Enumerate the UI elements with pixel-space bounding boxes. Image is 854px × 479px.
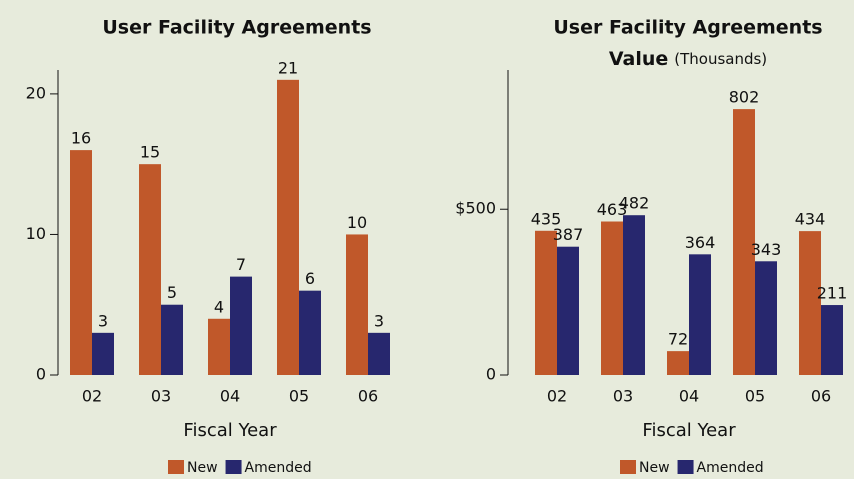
value-label: 3 <box>98 311 108 330</box>
value-label: 364 <box>685 233 716 252</box>
x-tick-label: 02 <box>547 387 567 406</box>
value-label: 5 <box>167 283 177 302</box>
bar <box>733 109 755 375</box>
x-tick-label: 04 <box>679 387 699 406</box>
legend-label: New <box>187 460 218 476</box>
bar <box>70 150 92 375</box>
value-label: 482 <box>619 194 650 213</box>
chart-title: User Facility Agreements <box>102 17 371 39</box>
value-label: 72 <box>668 330 688 349</box>
legend-label: New <box>639 460 670 476</box>
bar <box>346 234 368 375</box>
x-tick-label: 06 <box>358 387 378 406</box>
x-axis-label: Fiscal Year <box>183 420 277 441</box>
bar <box>277 79 299 375</box>
y-tick-label: 0 <box>486 365 496 384</box>
bar <box>821 305 843 375</box>
bar <box>139 164 161 375</box>
value-label: 802 <box>729 88 760 107</box>
y-tick-label: 0 <box>36 365 46 384</box>
bar <box>92 332 114 375</box>
value-label: 16 <box>71 129 91 148</box>
x-tick-label: 05 <box>745 387 765 406</box>
x-tick-label: 03 <box>613 387 633 406</box>
x-axis-label: Fiscal Year <box>642 420 736 441</box>
value-label: 387 <box>553 225 584 244</box>
bar <box>557 246 579 375</box>
bar <box>601 221 623 375</box>
bar <box>299 290 321 375</box>
y-tick-label: 20 <box>26 83 46 102</box>
x-tick-label: 04 <box>220 387 240 406</box>
value-label: 15 <box>140 143 160 162</box>
bar <box>535 230 557 375</box>
value-label: 434 <box>795 210 826 229</box>
legend-swatch <box>620 460 636 474</box>
x-tick-label: 05 <box>289 387 309 406</box>
title-note: (Thousands) <box>674 50 767 68</box>
bar <box>689 254 711 375</box>
legend-swatch <box>168 460 184 474</box>
bar <box>230 276 252 375</box>
value-label: 463 <box>597 200 628 219</box>
value-label: 4 <box>214 297 224 316</box>
value-label: 6 <box>305 269 315 288</box>
value-label: 10 <box>347 213 367 232</box>
value-label: 21 <box>278 58 298 77</box>
legend-label: Amended <box>697 460 764 476</box>
bar <box>623 215 645 375</box>
bar <box>161 304 183 375</box>
value-label: 211 <box>817 284 848 303</box>
y-tick-label: $500 <box>455 199 496 218</box>
x-tick-label: 03 <box>151 387 171 406</box>
value-label: 7 <box>236 255 246 274</box>
value-label: 343 <box>751 240 782 259</box>
bar <box>755 261 777 375</box>
y-tick-label: 10 <box>26 224 46 243</box>
x-tick-label: 02 <box>82 387 102 406</box>
bar <box>368 332 390 375</box>
bar <box>799 231 821 375</box>
legend-swatch <box>225 460 242 474</box>
legend-label: Amended <box>245 460 312 476</box>
legend-swatch <box>677 460 694 474</box>
x-tick-label: 06 <box>811 387 831 406</box>
value-label: 3 <box>374 311 384 330</box>
title-line2: Value <box>609 48 668 70</box>
value-label: 435 <box>531 209 562 228</box>
chart-title-line2: Value (Thousands) <box>609 48 767 70</box>
bar <box>208 318 230 375</box>
bar <box>667 351 689 375</box>
chart-title: User Facility Agreements <box>553 17 822 39</box>
